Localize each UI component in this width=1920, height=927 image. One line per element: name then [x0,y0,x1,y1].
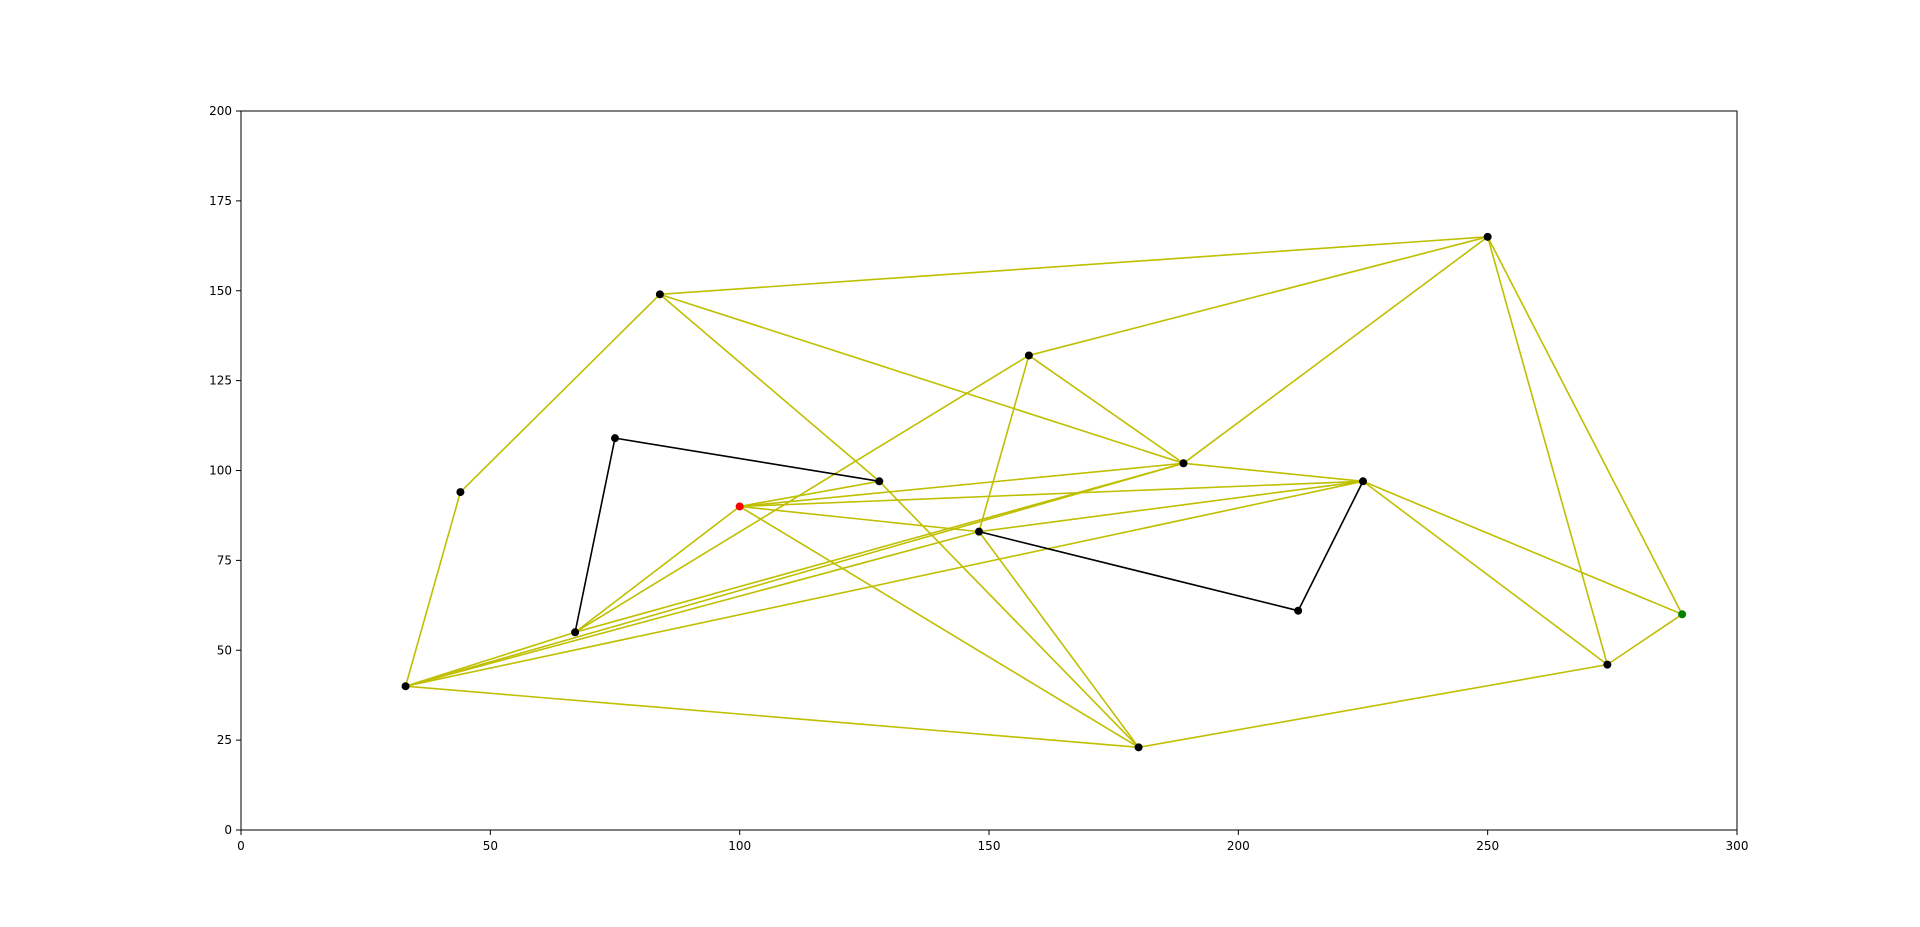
yellow-edge [739,505,1140,748]
yellow-edge [1183,462,1364,483]
x-tick-label: 300 [1726,839,1749,853]
goal-node [1678,610,1687,619]
yellow-edge [1028,354,1184,464]
graph-node [1179,459,1188,468]
yellow-edge [659,293,1184,465]
yellow-edge [1362,480,1608,666]
yellow-edge [574,505,741,633]
yellow-edge [1606,613,1683,666]
yellow-edge [1028,236,1488,357]
x-tick-label: 150 [978,839,1001,853]
x-tick-label: 50 [483,839,498,853]
yellow-edge [459,293,661,493]
graph-node [456,488,465,497]
x-tick-label: 250 [1476,839,1499,853]
yellow-edge [404,491,462,687]
graph-node [1294,606,1303,615]
yellow-edge [659,236,1488,296]
yellow-edge [978,531,1140,748]
y-tick-label: 50 [217,643,232,657]
y-tick-label: 100 [209,464,232,478]
graph-node [1359,477,1367,486]
yellow-edge [1183,236,1489,464]
graph-node [1024,351,1033,360]
graph-node [975,527,984,536]
yellow-edge [405,631,576,687]
graph-node [611,434,619,443]
y-tick-label: 200 [209,104,232,118]
y-tick-label: 175 [209,194,232,208]
yellow-edge [739,480,880,508]
yellow-edges [404,236,1683,749]
yellow-edge [1362,480,1683,616]
yellow-edge [405,480,1364,687]
y-tick-label: 150 [209,284,232,298]
path-edge [1297,480,1364,612]
graph-node [1603,660,1612,669]
graph-node [875,477,884,486]
x-tick-label: 100 [728,839,751,853]
yellow-edge [1486,236,1609,665]
y-tick-label: 0 [224,823,232,837]
yellow-edge [739,505,980,533]
yellow-edge [574,462,1184,634]
graph-node [401,682,410,691]
plot-frame [240,110,1738,831]
y-tick-label: 25 [217,733,232,747]
yellow-edge [739,462,1184,508]
yellow-edge [405,530,980,687]
graph-node [1134,743,1143,752]
yellow-edge [574,354,1030,633]
path-edge [574,437,616,633]
x-tick-label: 0 [237,839,245,853]
y-axis: 0 25 50 75 100 125 150 175 200 [209,104,241,837]
path-edge [614,437,880,483]
yellow-edge [978,480,1364,533]
yellow-edge [405,685,1139,749]
x-axis: 0 50 100 150 200 250 300 [237,830,1748,853]
x-tick-label: 200 [1227,839,1250,853]
graph-node [571,628,580,637]
yellow-edge [978,355,1030,532]
graph-node [1483,232,1492,241]
yellow-edge [1138,663,1608,749]
start-node [735,502,744,511]
black-edges [574,437,1364,633]
yellow-edge [659,293,880,482]
nodes [401,232,1687,752]
graph-node [655,290,664,299]
path-edge [978,530,1299,612]
yellow-edge [1486,236,1683,615]
yellow-edge [405,462,1184,687]
yellow-edge [739,480,1364,508]
y-tick-label: 75 [217,553,232,567]
y-tick-label: 125 [209,374,232,388]
